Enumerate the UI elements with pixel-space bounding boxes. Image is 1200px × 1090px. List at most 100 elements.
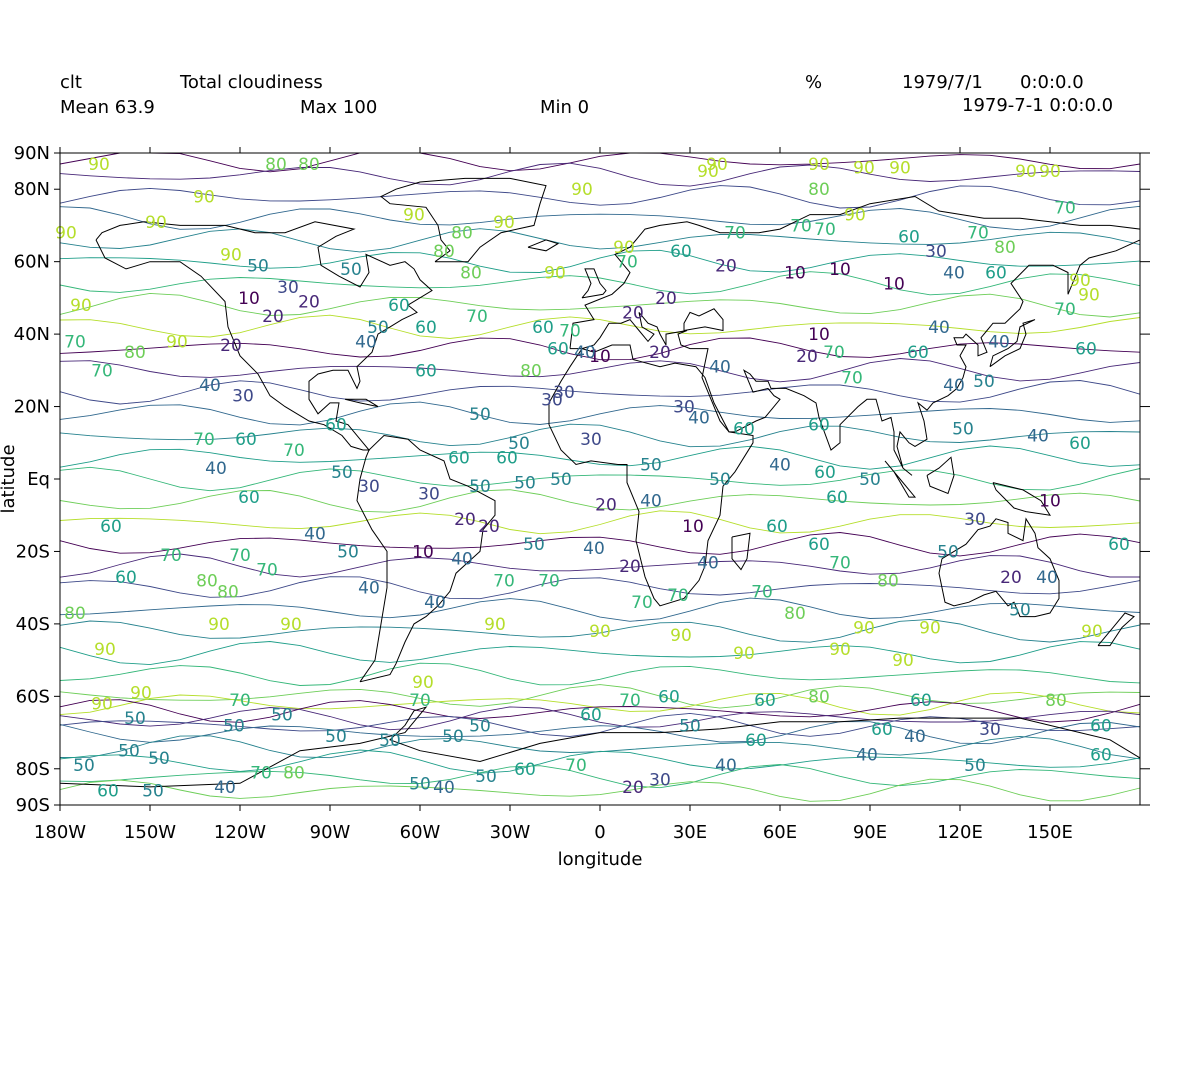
contour-label: 60 xyxy=(388,296,410,316)
contour-label: 40 xyxy=(640,492,662,512)
contour-label: 50 xyxy=(367,318,389,338)
contour-label: 60 xyxy=(415,318,437,338)
contour-label: 60 xyxy=(910,691,932,711)
coastline xyxy=(992,482,1051,516)
contour-label: 20 xyxy=(454,510,476,530)
contour-label: 50 xyxy=(550,470,572,490)
contour-label: 60 xyxy=(448,448,470,468)
contour-label: 10 xyxy=(829,260,851,280)
contour-label: 80 xyxy=(460,264,482,284)
contour-label: 50 xyxy=(409,774,431,794)
contour-label: 50 xyxy=(223,716,245,736)
contour-line xyxy=(59,721,1141,745)
contour-label: 80 xyxy=(808,687,830,707)
contour-label: 80 xyxy=(451,224,473,244)
contour-label: 70 xyxy=(841,369,863,389)
min-stat: Min 0 xyxy=(540,97,590,118)
contour-label: 70 xyxy=(667,586,689,606)
contour-label: 60 xyxy=(1090,716,1112,736)
contour-label: 90 xyxy=(493,213,515,233)
x-tick-label: 30E xyxy=(673,822,707,843)
contour-label: 10 xyxy=(784,264,806,284)
contour-label: 90 xyxy=(733,644,755,664)
contour-label: 40 xyxy=(697,553,719,573)
contour-label: 70 xyxy=(559,321,581,341)
contour-label: 20 xyxy=(478,517,500,537)
contour-label: 70 xyxy=(616,253,638,273)
contour-label: 50 xyxy=(331,463,353,483)
contour-label: 60 xyxy=(97,782,119,802)
contour-label: 60 xyxy=(754,691,776,711)
contour-label: 90 xyxy=(697,162,719,182)
coastline xyxy=(527,239,560,252)
contour-label: 60 xyxy=(415,361,437,381)
contour-label: 90 xyxy=(130,684,152,704)
contour-label: 90 xyxy=(1078,285,1100,305)
coastline xyxy=(926,456,955,495)
contour-label: 50 xyxy=(469,477,491,497)
coastline xyxy=(59,706,1141,788)
contour-label: 80 xyxy=(64,604,86,624)
contour-label: 70 xyxy=(193,430,215,450)
contour-label: 60 xyxy=(826,488,848,508)
contour-label: 60 xyxy=(733,419,755,439)
contour-label: 90 xyxy=(70,296,92,316)
contour-label: 10 xyxy=(808,325,830,345)
contour-label: 90 xyxy=(88,155,110,175)
contour-label: 50 xyxy=(859,470,881,490)
contour-label: 80 xyxy=(433,242,455,262)
contour-label: 10 xyxy=(238,289,260,309)
contour-label: 50 xyxy=(514,474,536,494)
contour-label: 40 xyxy=(451,550,473,570)
contour-label: 60 xyxy=(907,343,929,363)
date-label: 1979/7/1 xyxy=(902,72,983,93)
coastline xyxy=(683,308,724,332)
contour-label: 70 xyxy=(91,361,113,381)
contour-line xyxy=(59,706,1141,731)
contour-line xyxy=(59,401,1141,426)
x-tick-label: 90W xyxy=(310,822,351,843)
contour-label: 90 xyxy=(889,158,911,178)
coastline xyxy=(884,460,917,498)
coastline xyxy=(380,177,547,263)
contour-label: 90 xyxy=(166,332,188,352)
contour-label: 30 xyxy=(964,510,986,530)
contour-label: 90 xyxy=(1069,271,1091,291)
contour-label: 60 xyxy=(658,687,680,707)
contour-label: 20 xyxy=(649,343,671,363)
contour-label: 50 xyxy=(124,709,146,729)
contour-label: 50 xyxy=(118,742,140,762)
y-tick-label: Eq xyxy=(27,469,50,490)
contour-label: 70 xyxy=(1054,198,1076,218)
contour-line xyxy=(59,691,1141,716)
contour-line xyxy=(59,162,1141,187)
contour-label: 80 xyxy=(124,343,146,363)
contour-label: 90 xyxy=(919,619,941,639)
contour-label: 40 xyxy=(433,778,455,798)
contour-line xyxy=(59,466,1141,492)
contour-label: 70 xyxy=(64,332,86,352)
contour-label: 90 xyxy=(412,673,434,693)
contour-label: 90 xyxy=(220,245,242,265)
contour-line xyxy=(59,423,1141,448)
contour-label: 40 xyxy=(199,376,221,396)
contour-line xyxy=(59,699,1141,723)
contour-label: 60 xyxy=(985,264,1007,284)
contour-label: 70 xyxy=(751,582,773,602)
contour-label: 50 xyxy=(523,535,545,555)
contour-line xyxy=(59,489,1141,513)
contour-label: 60 xyxy=(1075,340,1097,360)
contour-label: 30 xyxy=(925,242,947,262)
contour-label: 70 xyxy=(1054,300,1076,320)
contour-label: 60 xyxy=(766,517,788,537)
contour-label: 60 xyxy=(898,227,920,247)
contour-label: 20 xyxy=(298,293,320,313)
contour-label: 70 xyxy=(823,343,845,363)
contour-label: 40 xyxy=(355,332,377,352)
contour-line xyxy=(59,271,1141,296)
contour-label: 50 xyxy=(640,456,662,476)
coastline xyxy=(581,268,607,299)
contour-label: 70 xyxy=(631,593,653,613)
contour-label: 30 xyxy=(649,771,671,791)
contour-label: 90 xyxy=(829,640,851,660)
